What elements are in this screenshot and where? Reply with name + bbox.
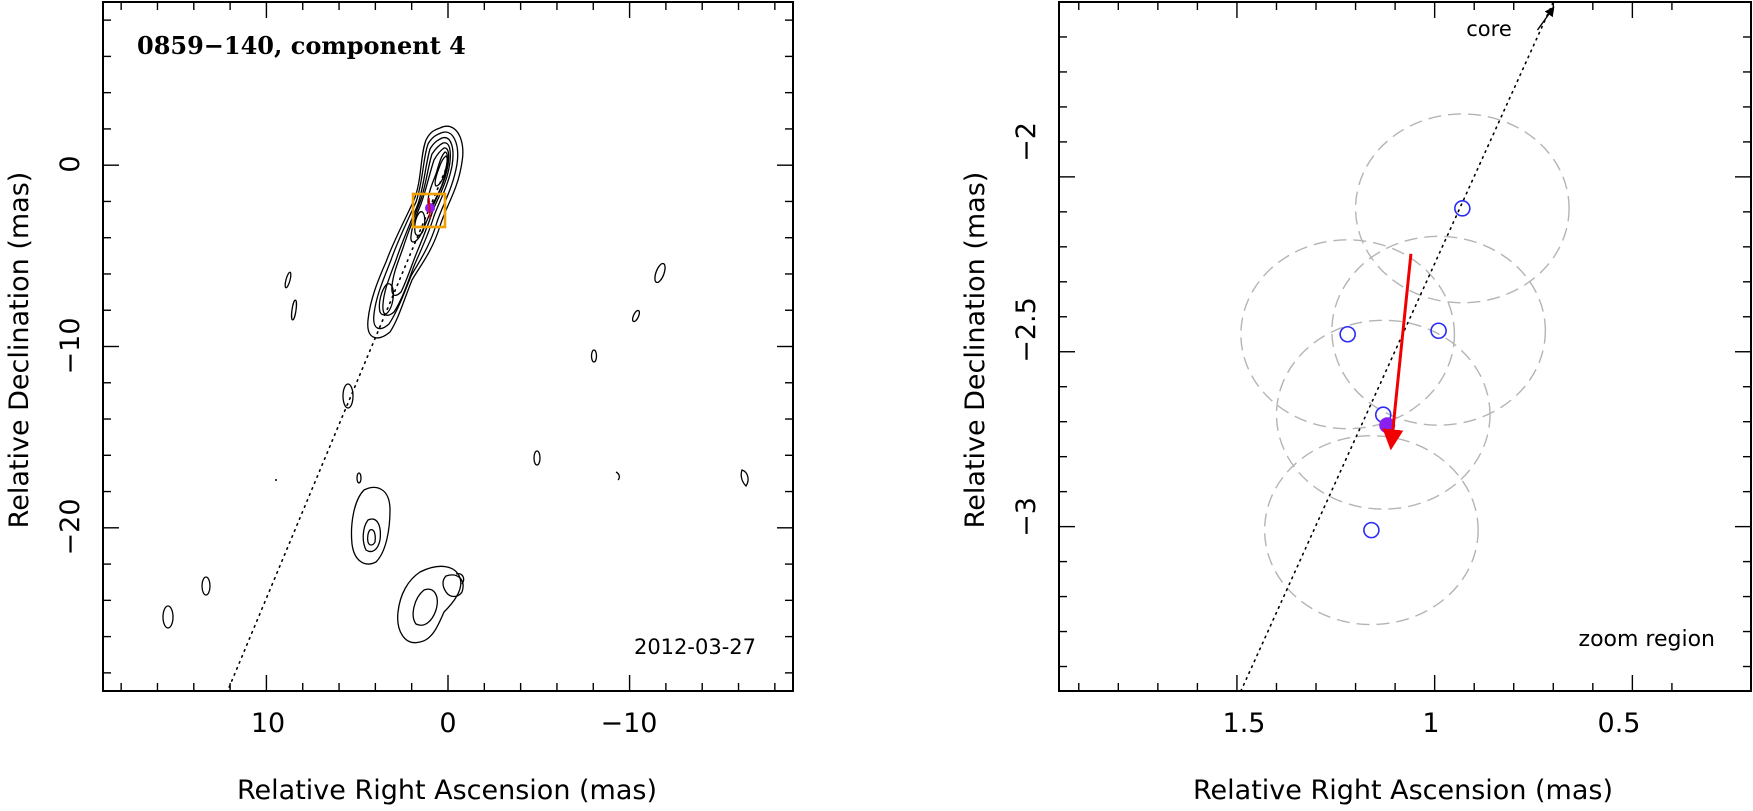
uncertainty-circle <box>1275 319 1491 510</box>
contour-jet-2 <box>373 131 459 330</box>
contour-blob <box>615 471 620 481</box>
zoom-region-box <box>411 192 447 229</box>
epoch-position <box>1339 325 1356 343</box>
left-xaxis-label: Relative Right Ascension (mas) <box>237 775 657 806</box>
right-plot-content <box>1240 1 1570 692</box>
uncertainty-circle <box>1354 113 1570 304</box>
contour-jet-1 <box>367 125 464 339</box>
contour-blob <box>590 349 598 363</box>
right-jet-axis <box>1240 1 1555 692</box>
contour-knot-1 <box>378 283 394 316</box>
left-plot-frame <box>102 1 794 692</box>
contour-blob-lower-4 <box>397 565 462 644</box>
right-panel: core zoom region 1.5 1 0.5 −2 −2.5 −3 Re… <box>960 1 1752 806</box>
contour-blob <box>201 576 211 596</box>
epoch-position <box>1430 322 1447 340</box>
left-xtick-label: −10 <box>601 708 658 739</box>
contour-blob-lower-3 <box>366 528 376 546</box>
left-ytick-label: −10 <box>55 318 86 375</box>
left-title: 0859−140, component 4 <box>137 31 466 60</box>
right-ytick-label: −2 <box>1011 122 1042 162</box>
right-ticks <box>1059 2 1751 691</box>
contour-blob <box>356 472 362 484</box>
left-yaxis-label: Relative Declination (mas) <box>4 172 35 529</box>
contour-blob <box>533 450 541 466</box>
left-ytick-label: 0 <box>55 155 86 172</box>
right-core-label: core <box>1466 17 1512 41</box>
right-xtick-label: 1 <box>1422 708 1439 739</box>
right-yaxis-label: Relative Declination (mas) <box>960 172 991 529</box>
left-xtick-label: 10 <box>251 708 285 739</box>
contour-blob-lower-7 <box>455 572 465 585</box>
uncertainty-circle <box>1263 434 1479 626</box>
contour-blob <box>342 383 354 409</box>
left-ytick-label: −20 <box>55 499 86 556</box>
contour-blob-lower-6 <box>442 574 464 598</box>
right-plot-frame <box>1058 1 1752 692</box>
velocity-arrow <box>1382 253 1413 451</box>
contour-blob-lower-2 <box>362 518 382 553</box>
right-zoom-region-label: zoom region <box>1579 627 1715 652</box>
right-xaxis-label: Relative Right Ascension (mas) <box>1193 775 1613 806</box>
left-jet-axis <box>227 163 449 691</box>
contour-dot <box>275 479 277 481</box>
uncertainty-circles <box>1240 113 1570 626</box>
epoch-position <box>1363 521 1380 539</box>
left-ticks <box>103 2 793 691</box>
contour-blob-lower-1 <box>350 486 391 565</box>
contour-blob <box>290 299 298 321</box>
contour-jet-7 <box>434 155 448 187</box>
contour-blob-lower-5 <box>412 588 438 626</box>
component-arrow <box>428 197 431 219</box>
contour-blob <box>284 271 292 289</box>
left-xtick-label: 0 <box>439 708 456 739</box>
right-ytick-label: −3 <box>1011 497 1042 537</box>
contour-blob <box>654 262 666 284</box>
contour-knot-2 <box>414 211 426 237</box>
right-ytick-label: −2.5 <box>1011 297 1042 363</box>
epoch-position <box>1454 200 1471 217</box>
left-panel: 0859−140, component 4 2012-03-27 10 0 −1… <box>4 1 794 806</box>
uncertainty-circle <box>1240 239 1456 430</box>
right-xtick-label: 1.5 <box>1223 708 1266 739</box>
left-date-label: 2012-03-27 <box>634 635 756 659</box>
contour-blob <box>162 605 174 629</box>
right-xtick-label: 0.5 <box>1598 708 1641 739</box>
uncertainty-circle <box>1331 235 1547 426</box>
contour-blob <box>631 309 641 323</box>
core-direction-arrow <box>1536 6 1555 31</box>
left-contour-map <box>162 125 749 691</box>
contour-blob <box>740 469 749 488</box>
